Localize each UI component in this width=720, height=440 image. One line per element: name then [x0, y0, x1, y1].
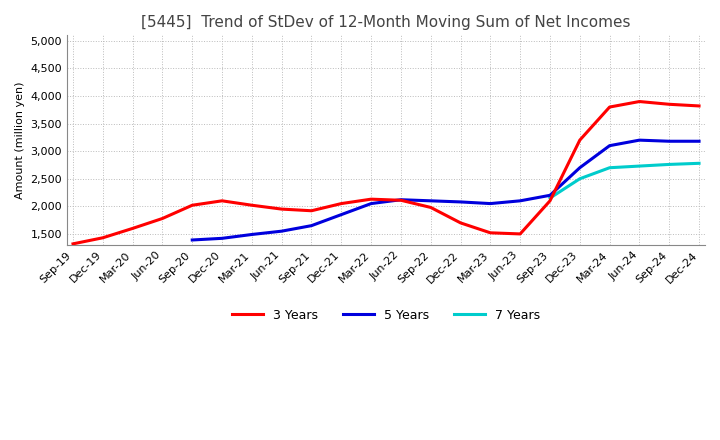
- 3 Years: [188, 202, 197, 208]
- 5 Years: [188, 237, 197, 242]
- 5 Years: [426, 198, 435, 203]
- 3 Years: [575, 138, 584, 143]
- 3 Years: [635, 99, 644, 104]
- 5 Years: [606, 143, 614, 148]
- 3 Years: [99, 235, 107, 240]
- 3 Years: [486, 230, 495, 235]
- 5 Years: [217, 236, 226, 241]
- 5 Years: [337, 212, 346, 217]
- Line: 3 Years: 3 Years: [73, 102, 699, 244]
- 5 Years: [665, 139, 673, 144]
- 5 Years: [635, 138, 644, 143]
- 3 Years: [277, 206, 286, 212]
- 3 Years: [158, 216, 167, 221]
- 7 Years: [606, 165, 614, 170]
- 3 Years: [128, 226, 137, 231]
- 5 Years: [695, 139, 703, 144]
- Line: 7 Years: 7 Years: [550, 163, 699, 198]
- 3 Years: [606, 104, 614, 110]
- 3 Years: [456, 220, 465, 226]
- 5 Years: [277, 228, 286, 234]
- 3 Years: [546, 198, 554, 203]
- 3 Years: [366, 197, 375, 202]
- 3 Years: [426, 205, 435, 210]
- 5 Years: [486, 201, 495, 206]
- 3 Years: [217, 198, 226, 203]
- 5 Years: [307, 223, 316, 228]
- 3 Years: [248, 202, 256, 208]
- 7 Years: [635, 163, 644, 169]
- 5 Years: [366, 201, 375, 206]
- 5 Years: [248, 232, 256, 237]
- 5 Years: [575, 165, 584, 170]
- 3 Years: [695, 103, 703, 109]
- Legend: 3 Years, 5 Years, 7 Years: 3 Years, 5 Years, 7 Years: [227, 304, 546, 327]
- 3 Years: [397, 198, 405, 203]
- 3 Years: [337, 201, 346, 206]
- 3 Years: [307, 208, 316, 213]
- 5 Years: [397, 197, 405, 202]
- 5 Years: [546, 193, 554, 198]
- Y-axis label: Amount (million yen): Amount (million yen): [15, 81, 25, 199]
- 7 Years: [575, 176, 584, 181]
- 5 Years: [516, 198, 524, 203]
- 3 Years: [665, 102, 673, 107]
- 7 Years: [665, 162, 673, 167]
- 5 Years: [456, 199, 465, 205]
- Line: 5 Years: 5 Years: [192, 140, 699, 240]
- 7 Years: [546, 195, 554, 201]
- 7 Years: [695, 161, 703, 166]
- 3 Years: [68, 241, 77, 246]
- 3 Years: [516, 231, 524, 237]
- Title: [5445]  Trend of StDev of 12-Month Moving Sum of Net Incomes: [5445] Trend of StDev of 12-Month Moving…: [141, 15, 631, 30]
